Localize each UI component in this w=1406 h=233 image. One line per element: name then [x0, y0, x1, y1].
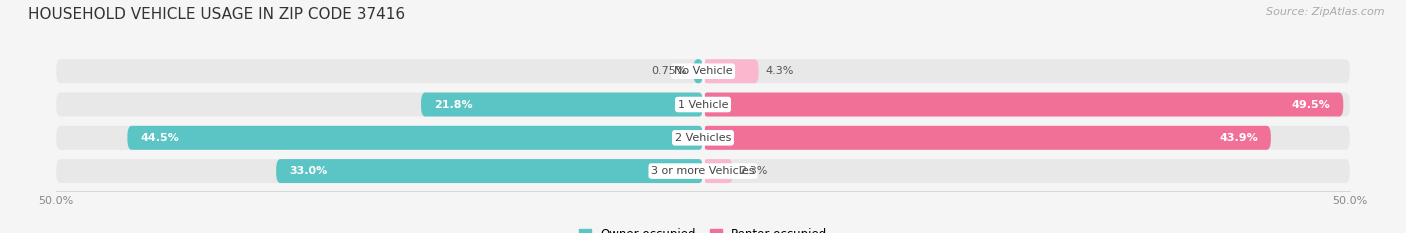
Text: No Vehicle: No Vehicle [673, 66, 733, 76]
Text: 33.0%: 33.0% [290, 166, 328, 176]
Text: 1 Vehicle: 1 Vehicle [678, 99, 728, 110]
FancyBboxPatch shape [703, 59, 759, 83]
Text: 3 or more Vehicles: 3 or more Vehicles [651, 166, 755, 176]
Text: 49.5%: 49.5% [1292, 99, 1330, 110]
FancyBboxPatch shape [56, 159, 1350, 183]
FancyBboxPatch shape [56, 126, 1350, 150]
Text: 21.8%: 21.8% [434, 99, 472, 110]
FancyBboxPatch shape [128, 126, 703, 150]
FancyBboxPatch shape [703, 159, 733, 183]
Legend: Owner-occupied, Renter-occupied: Owner-occupied, Renter-occupied [579, 228, 827, 233]
Text: 44.5%: 44.5% [141, 133, 179, 143]
FancyBboxPatch shape [56, 59, 1350, 83]
Text: HOUSEHOLD VEHICLE USAGE IN ZIP CODE 37416: HOUSEHOLD VEHICLE USAGE IN ZIP CODE 3741… [28, 7, 405, 22]
FancyBboxPatch shape [703, 126, 1271, 150]
Text: 2 Vehicles: 2 Vehicles [675, 133, 731, 143]
Text: Source: ZipAtlas.com: Source: ZipAtlas.com [1267, 7, 1385, 17]
Text: 2.3%: 2.3% [740, 166, 768, 176]
FancyBboxPatch shape [420, 93, 703, 116]
FancyBboxPatch shape [56, 93, 1350, 116]
Text: 43.9%: 43.9% [1219, 133, 1258, 143]
FancyBboxPatch shape [276, 159, 703, 183]
FancyBboxPatch shape [693, 59, 703, 83]
FancyBboxPatch shape [703, 93, 1343, 116]
Text: 4.3%: 4.3% [765, 66, 793, 76]
Text: 0.75%: 0.75% [651, 66, 688, 76]
